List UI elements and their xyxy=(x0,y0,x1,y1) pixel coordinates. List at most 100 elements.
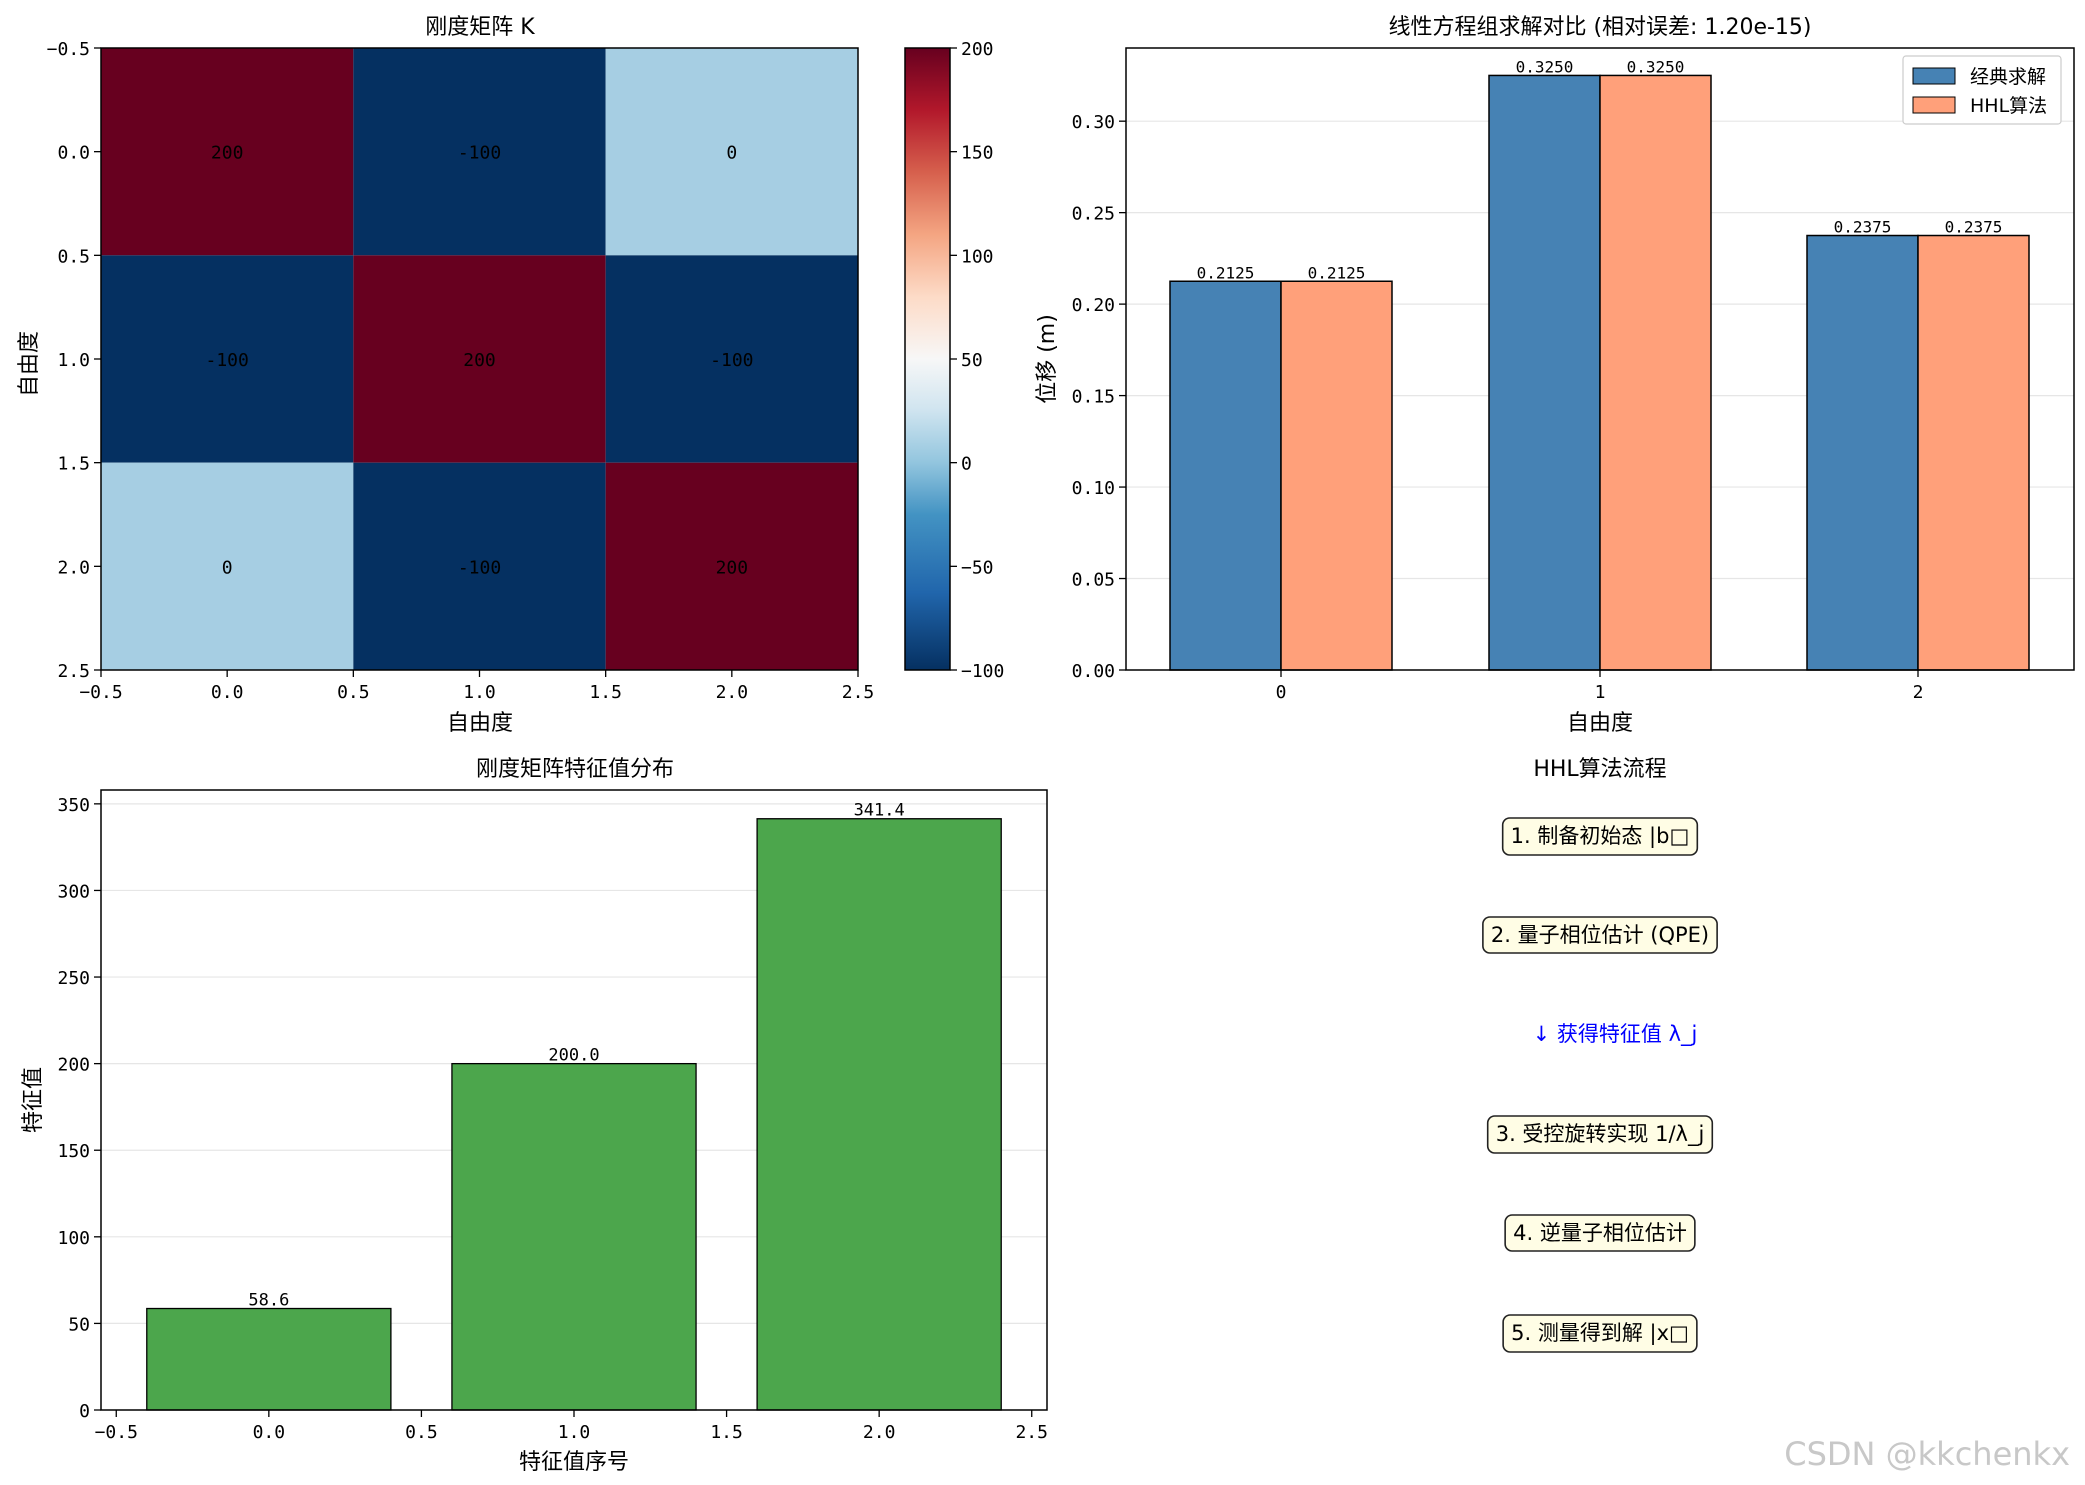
eigenvalue-x-tick-label: −0.5 xyxy=(95,1422,138,1443)
comparison-bar-label: 0.2375 xyxy=(1945,218,2003,237)
colorbar-tick-label: −100 xyxy=(961,661,1004,682)
flow-step-label: 3. 受控旋转实现 1/λ_j xyxy=(1496,1122,1705,1147)
heatmap-x-tick-label: 2.0 xyxy=(716,682,749,703)
heatmap-cells: 200 -100 0 -100 200 -100 0 -100 200 xyxy=(100,47,859,671)
comparison-title: 线性方程组求解对比 (相对误差: 1.20e-15) xyxy=(1388,15,1811,40)
comparison-y-tick-label: 0.05 xyxy=(1072,570,1115,591)
heatmap-cell xyxy=(353,462,606,670)
comparison-x-ticks: 0 1 2 xyxy=(1276,670,1924,703)
eigenvalue-x-tick-label: 1.0 xyxy=(558,1422,591,1443)
heatmap-cell xyxy=(353,255,606,463)
comparison-bar xyxy=(1280,280,1393,671)
comparison-bar xyxy=(1169,280,1282,671)
eigenvalue-x-tick-label: 1.5 xyxy=(710,1422,743,1443)
heatmap-x-tick-label: 0.0 xyxy=(211,682,244,703)
heatmap-cell xyxy=(353,48,606,256)
eigenvalue-bar xyxy=(146,1307,392,1411)
comparison-bar xyxy=(1488,74,1601,671)
flow-step-box xyxy=(1502,1314,1698,1353)
legend-swatch-classical xyxy=(1912,67,1956,85)
heatmap-x-ticks: −0.5 0.0 0.5 1.0 1.5 2.0 2.5 xyxy=(79,670,874,703)
eigenvalue-bar xyxy=(756,818,1002,1411)
flow-steps: 1. 制备初始态 |b□ 2. 量子相位估计 (QPE) ↓ 获得特征值 λ_j 3.… xyxy=(1482,817,1718,1353)
heatmap-title: 刚度矩阵 K xyxy=(425,15,535,40)
heatmap-cell xyxy=(101,462,354,670)
flow-arrow-label: ↓ 获得特征值 λ_j xyxy=(1533,1022,1698,1047)
heatmap-x-tick-label: 2.5 xyxy=(842,682,875,703)
heatmap-y-tick-label: 2.5 xyxy=(57,661,90,682)
comparison-y-tick-label: 0.00 xyxy=(1072,661,1115,682)
heatmap-xlabel: 自由度 xyxy=(447,711,513,736)
comparison-x-tick-label: 2 xyxy=(1913,682,1924,703)
eigenvalue-y-tick-label: 50 xyxy=(68,1314,90,1335)
flow-step-label: 4. 逆量子相位估计 xyxy=(1513,1221,1687,1245)
eigenvalue-bar xyxy=(451,1062,697,1411)
heatmap-y-ticks: −0.5 0.0 0.5 1.0 1.5 2.0 2.5 xyxy=(47,39,101,682)
heatmap-x-tick-label: 1.5 xyxy=(589,682,622,703)
heatmap-cell xyxy=(101,255,354,463)
colorbar-tick-label: 0 xyxy=(961,454,972,475)
heatmap-y-tick-label: 0.0 xyxy=(57,143,90,164)
eigenvalue-y-ticks: 0 50 100 150 200 250 300 350 xyxy=(57,795,101,1422)
eigenvalue-xlabel: 特征值序号 xyxy=(519,1450,629,1475)
colorbar-ticks: 200 150 100 50 0 −50 −100 xyxy=(950,39,1004,682)
heatmap-cell-label: -100 xyxy=(205,350,248,371)
legend-swatch-hhl xyxy=(1912,96,1956,114)
comparison-bar-label: 0.3250 xyxy=(1516,57,1574,76)
eigenvalue-bars: 58.6 200.0 341.4 xyxy=(146,801,1002,1411)
heatmap-cell-label: -100 xyxy=(710,350,753,371)
eigenvalue-x-tick-label: 0.0 xyxy=(253,1422,286,1443)
comparison-y-tick-label: 0.15 xyxy=(1072,387,1115,408)
legend-label-classical: 经典求解 xyxy=(1970,66,2046,88)
colorbar-tick-label: 200 xyxy=(961,39,994,60)
flow-step-box xyxy=(1504,1214,1696,1252)
eigenvalue-y-tick-label: 0 xyxy=(79,1401,90,1422)
flow-step-box xyxy=(1482,916,1718,954)
colorbar-tick-label: 50 xyxy=(961,350,983,371)
flow-step-box xyxy=(1501,817,1699,856)
eigenvalue-y-tick-label: 350 xyxy=(57,795,90,816)
heatmap-cell-label: 200 xyxy=(716,557,749,578)
heatmap-ylabel: 自由度 xyxy=(17,331,42,397)
heatmap-y-tick-label: 1.5 xyxy=(57,454,90,475)
eigenvalue-y-tick-label: 300 xyxy=(57,881,90,902)
heatmap-colorbar xyxy=(904,47,951,671)
heatmap-y-tick-label: −0.5 xyxy=(47,39,90,60)
heatmap-x-tick-label: 1.0 xyxy=(463,682,496,703)
heatmap-x-tick-label: 0.5 xyxy=(337,682,370,703)
heatmap-cell-label: 0 xyxy=(222,557,233,578)
heatmap-y-tick-label: 1.0 xyxy=(57,350,90,371)
comparison-bar-label: 0.2125 xyxy=(1308,263,1366,282)
watermark: CSDN @kkchenkx xyxy=(1784,1435,2070,1473)
comparison-ylabel: 位移 (m) xyxy=(1035,314,1060,404)
colorbar-tick-label: 150 xyxy=(961,143,994,164)
solution-comparison-panel: 线性方程组求解对比 (相对误差: 1.20e-15) 0.21250.32500… xyxy=(1035,15,2075,736)
comparison-bar-label: 0.2125 xyxy=(1197,263,1255,282)
comparison-x-tick-label: 0 xyxy=(1276,682,1287,703)
heatmap-cell xyxy=(605,255,858,463)
comparison-bar xyxy=(1599,74,1712,671)
heatmap-cell xyxy=(605,462,858,670)
eigenvalue-y-tick-label: 100 xyxy=(57,1228,90,1249)
flow-step-label: 5. 测量得到解 |x□ xyxy=(1511,1321,1689,1346)
comparison-bar-label: 0.3250 xyxy=(1627,57,1685,76)
comparison-bars: 0.2125 0.3250 0.2375 0.2125 0.3250 0.2375 xyxy=(1169,57,2030,671)
colorbar-tick-label: −50 xyxy=(961,557,994,578)
flow-step-label: 2. 量子相位估计 (QPE) xyxy=(1491,923,1709,947)
eigenvalue-bar-label: 200.0 xyxy=(548,1046,599,1066)
eigenvalue-panel: 刚度矩阵特征值分布 58.6 200.0 341.4 0 50 100 150 200 250… xyxy=(21,757,1048,1475)
comparison-y-ticks: 0.00 0.05 0.10 0.15 0.20 0.25 0.30 xyxy=(1072,112,1126,682)
heatmap-y-tick-label: 2.0 xyxy=(57,557,90,578)
comparison-y-tick-label: 0.20 xyxy=(1072,295,1115,316)
stiffness-heatmap-panel: 刚度矩阵 K 200 -100 0 -100 200 -100 0 -100 200 −0.5 0… xyxy=(17,15,1004,736)
heatmap-cell-label: 200 xyxy=(211,143,244,164)
comparison-y-tick-label: 0.10 xyxy=(1072,478,1115,499)
comparison-y-tick-label: 0.30 xyxy=(1072,112,1115,133)
eigenvalue-bar-label: 341.4 xyxy=(854,801,905,821)
colorbar-tick-label: 100 xyxy=(961,246,994,267)
heatmap-x-tick-label: −0.5 xyxy=(79,682,122,703)
comparison-x-tick-label: 1 xyxy=(1595,682,1606,703)
legend-label-hhl: HHL算法 xyxy=(1970,95,2047,117)
comparison-bar-label: 0.2375 xyxy=(1834,218,1892,237)
